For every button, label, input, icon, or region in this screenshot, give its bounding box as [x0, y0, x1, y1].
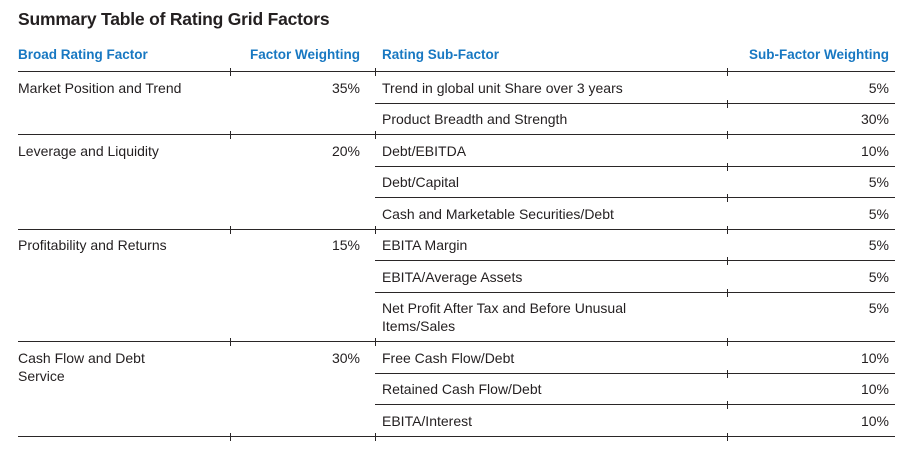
- subfactor-weighting-cell: 10%: [727, 134, 895, 167]
- subfactor-weighting-cell: 10%: [727, 373, 895, 405]
- broad-factor-cell: Cash Flow and Debt Service: [18, 341, 231, 440]
- subfactor-weighting-cell: 5%: [727, 292, 895, 342]
- subfactor-cell: Cash and Marketable Securities/Debt: [375, 197, 728, 233]
- subfactor-weighting-cell: 5%: [727, 260, 895, 293]
- subfactor-cell: Debt/Capital: [375, 166, 728, 201]
- header-row: Broad Rating Factor Factor Weighting Rat…: [18, 44, 895, 76]
- table-row: Cash Flow and Debt Service 30% Free Cash…: [18, 341, 895, 440]
- table-row: Net Profit After Tax and Before Unusual …: [18, 292, 895, 345]
- broad-factor-cell: Leverage and Liquidity: [18, 134, 231, 233]
- table-row: Profitability and Returns 15% EBITA Marg…: [18, 229, 895, 345]
- subfactor-cell: Free Cash Flow/Debt: [375, 341, 728, 377]
- subfactor-weighting-cell: 5%: [727, 229, 895, 261]
- rating-grid-table: Broad Rating Factor Factor Weighting Rat…: [18, 44, 895, 440]
- table-row: Leverage and Liquidity 20% Debt/EBITDA 1…: [18, 134, 895, 233]
- subfactor-cell: EBITA/Interest: [375, 404, 728, 440]
- subfactor-cell: Retained Cash Flow/Debt: [375, 373, 728, 408]
- subfactor-weighting-cell: 5%: [727, 71, 895, 104]
- table-row: Cash and Marketable Securities/Debt 5%: [18, 197, 895, 233]
- subfactor-weighting-cell: 5%: [727, 197, 895, 230]
- column-header-rating-sub-factor: Rating Sub-Factor: [375, 44, 728, 76]
- factor-weighting-cell: 30%: [230, 341, 376, 440]
- page-title: Summary Table of Rating Grid Factors: [18, 9, 330, 29]
- broad-factor-cell: Market Position and Trend: [18, 71, 231, 139]
- factor-weighting-cell: 15%: [230, 229, 376, 345]
- table-row: EBITA/Average Assets 5%: [18, 260, 895, 296]
- subfactor-weighting-cell: 10%: [727, 404, 895, 437]
- factor-weighting-cell: 20%: [230, 134, 376, 233]
- table-row: Product Breadth and Strength 30%: [18, 103, 895, 138]
- subfactor-weighting-cell: 5%: [727, 166, 895, 198]
- subfactor-cell: Debt/EBITDA: [375, 134, 728, 170]
- broad-factor-cell: Profitability and Returns: [18, 229, 231, 345]
- column-header-sub-factor-weighting: Sub-Factor Weighting: [727, 44, 895, 72]
- subfactor-cell: Trend in global unit Share over 3 years: [375, 71, 728, 107]
- subfactor-cell: EBITA Margin: [375, 229, 728, 264]
- table-row: EBITA/Interest 10%: [18, 404, 895, 440]
- subfactor-cell: EBITA/Average Assets: [375, 260, 728, 296]
- factor-weighting-cell: 35%: [230, 71, 376, 139]
- subfactor-cell: Product Breadth and Strength: [375, 103, 728, 138]
- subfactor-weighting-cell: 30%: [727, 103, 895, 135]
- column-header-broad-rating-factor: Broad Rating Factor: [18, 44, 231, 76]
- column-header-factor-weighting: Factor Weighting: [230, 44, 376, 76]
- subfactor-weighting-cell: 10%: [727, 341, 895, 374]
- table-row: Market Position and Trend 35% Trend in g…: [18, 71, 895, 139]
- subfactor-cell: Net Profit After Tax and Before Unusual …: [375, 292, 728, 345]
- table-row: Retained Cash Flow/Debt 10%: [18, 373, 895, 408]
- table-row: Debt/Capital 5%: [18, 166, 895, 201]
